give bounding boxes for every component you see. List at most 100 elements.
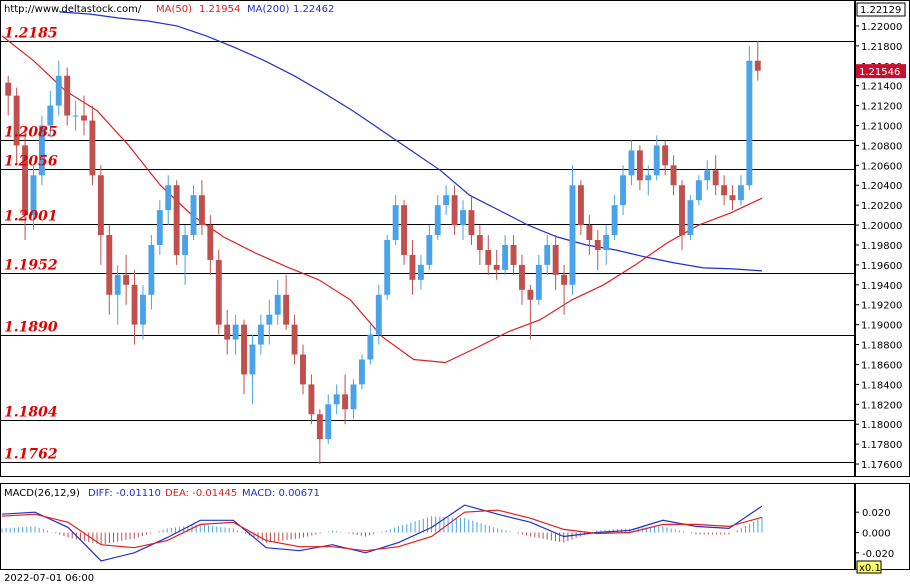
candle-body [350,384,357,410]
price-tick-label: 1.19000 [861,321,902,332]
level-label: 1.1804 [4,405,58,421]
candle-body [535,264,542,300]
candle-body [620,175,626,206]
ma200-line [59,11,763,272]
candle-body [97,175,104,236]
candle-body [30,175,37,216]
level-label: 1.1890 [4,320,58,336]
candle-body [493,264,500,270]
candle-body [527,289,534,300]
candle-body [114,274,121,295]
candle-body [519,264,525,290]
candle-body [737,185,744,201]
scale-badge[interactable]: x0.1 [859,563,881,574]
macd-axis-frame [855,483,910,570]
candle-body [662,145,669,166]
candle-body [375,294,382,335]
candle-body [443,195,450,206]
candle-body [392,205,399,241]
candle-body [645,175,652,181]
level-label: 1.1952 [4,258,58,274]
price-tick-label: 1.20800 [861,141,902,152]
candle-body [611,205,618,236]
price-tick-label: 1.21400 [861,82,902,93]
candle-body [544,244,551,265]
price-tick-label: 1.21800 [861,42,902,53]
candle-body [401,205,408,255]
candle-body [207,225,214,260]
time-axis-label: 2022-07-01 06:00 [4,573,94,584]
candle-body [173,185,180,255]
candle-body [476,235,483,250]
candle-body [704,170,711,181]
macd-diff-line [1,504,763,562]
candle-body [485,249,492,265]
candle-body [81,115,87,121]
candle-body [64,75,71,116]
candle-body [266,314,273,325]
candle-body [257,324,264,345]
candle-body [358,359,365,385]
candle-body [325,404,332,440]
candle-body [291,324,298,355]
candle-body [89,120,96,176]
candle-body [384,240,391,295]
price-tick-label: 1.18800 [861,341,902,352]
candle-body [198,195,205,226]
candle-body [106,235,113,295]
price-tick-label: 1.17800 [861,440,902,451]
candle-body [721,185,728,196]
price-tick-label: 1.18600 [861,360,902,371]
candle-body [215,259,222,325]
candle-body [451,195,458,226]
price-tick-label: 1.20000 [861,221,902,232]
macd-value-label: MACD: 0.00671 [242,488,320,499]
price-tick-label: 1.19800 [861,241,902,252]
candle-body [502,244,509,270]
candle-body [123,274,130,285]
price-tick-label: 1.19400 [861,281,902,292]
top-value-box [856,2,906,17]
candle-body [190,195,197,236]
level-label: 1.2001 [4,209,58,225]
price-tick-label: 1.20200 [861,201,902,212]
candle-body [72,115,79,117]
candle-body [140,294,146,325]
current-price-badge [856,64,906,79]
macd-dea-label: DEA: -0.01445 [165,488,237,499]
current-price-value: 1.21546 [859,67,900,78]
candle-body [695,180,702,201]
candle-body [754,60,761,71]
scale-badge-box[interactable] [856,560,882,574]
candle-body [274,294,281,315]
ma50-value: 1.21954 [199,4,240,15]
candle-body [569,185,576,285]
candle-body [55,75,62,106]
macd-tick-label: 0.020 [862,508,891,519]
candle-body [670,165,677,186]
candle-body [232,324,239,340]
macd-tick-label: -0.020 [862,549,894,560]
candle-body [148,244,155,295]
candle-body [249,344,256,375]
candle-body [594,240,601,250]
price-tick-label: 1.18400 [861,380,902,391]
price-tick-label: 1.18000 [861,420,902,431]
candle-body [182,235,189,255]
ma200-value: 1.22462 [293,4,334,15]
candle-body [47,105,54,126]
candle-body [308,384,315,415]
candle-body [468,210,475,236]
candle-body [628,150,635,176]
candle-body [746,60,753,186]
candle-body [687,200,694,236]
level-label: 1.1762 [4,447,58,463]
candle-body [224,324,231,340]
price-tick-label: 1.17600 [861,460,902,471]
candle-body [283,294,290,325]
candle-body [712,170,719,186]
candle-body [22,145,29,216]
source-url[interactable]: http://www.deltastock.com/ [4,4,142,15]
candle-body [636,150,643,181]
level-label: 1.2185 [4,26,58,42]
